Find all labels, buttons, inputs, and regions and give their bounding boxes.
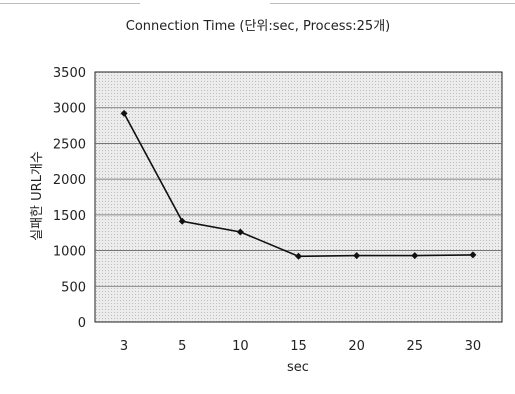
y-tick-label: 1500 xyxy=(53,209,86,224)
data-point-5 xyxy=(178,217,186,225)
data-point-10 xyxy=(236,228,244,236)
data-point-markers xyxy=(120,109,477,260)
x-tick-label: 10 xyxy=(232,339,249,354)
data-point-25 xyxy=(411,252,419,260)
y-tick-label: 1000 xyxy=(53,245,86,260)
plot-area xyxy=(94,71,503,323)
scan-artifact-top-rule-left xyxy=(0,3,140,4)
y-tick-label: 2500 xyxy=(53,137,86,152)
x-tick-label: 5 xyxy=(178,339,186,354)
y-axis-tick-labels: 0 500 1000 1500 2000 2500 3000 3500 xyxy=(53,66,86,331)
data-point-30 xyxy=(469,251,477,259)
y-tick-label: 2000 xyxy=(53,173,86,188)
y-tick-label: 500 xyxy=(61,280,86,295)
x-tick-label: 15 xyxy=(290,339,307,354)
chart-title: Connection Time (단위:sec, Process:25개) xyxy=(126,19,390,34)
x-tick-label: 25 xyxy=(407,339,424,354)
x-tick-label: 20 xyxy=(348,339,365,354)
x-tick-label: 3 xyxy=(120,339,128,354)
data-point-3 xyxy=(120,109,128,117)
gridlines xyxy=(95,107,502,287)
y-axis-label: 실패한 URL개수 xyxy=(30,151,45,241)
x-axis-tick-labels: 3 5 10 15 20 25 30 xyxy=(120,339,481,354)
x-axis-label: sec xyxy=(287,360,309,375)
scan-artifact-top-rule-right xyxy=(270,3,515,4)
data-point-15 xyxy=(295,252,302,260)
data-point-20 xyxy=(353,252,361,260)
y-tick-label: 0 xyxy=(78,316,86,331)
y-tick-label: 3500 xyxy=(53,66,86,81)
y-tick-label: 3000 xyxy=(53,102,86,117)
x-tick-label: 30 xyxy=(465,339,482,354)
